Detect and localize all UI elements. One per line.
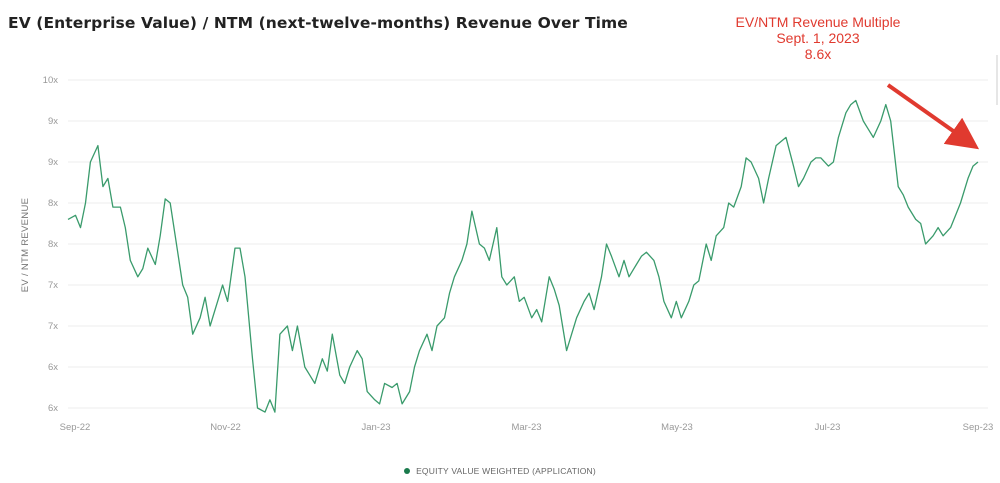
legend-label: EQUITY VALUE WEIGHTED (APPLICATION) bbox=[416, 466, 596, 476]
gridlines bbox=[68, 79, 988, 409]
y-axis-label: EV / NTM REVENUE bbox=[20, 198, 31, 293]
x-tick-label: Nov-22 bbox=[210, 422, 241, 433]
callout-line-3: 8.6x bbox=[804, 46, 832, 62]
y-tick-label: 6x bbox=[48, 362, 58, 373]
y-tick-label: 7x bbox=[48, 280, 58, 291]
callout-annotation: EV/NTM Revenue Multiple Sept. 1, 2023 8.… bbox=[700, 14, 936, 62]
x-tick-label: Jan-23 bbox=[361, 422, 390, 433]
x-tick-label: Mar-23 bbox=[511, 422, 541, 433]
y-tick-label: 7x bbox=[48, 321, 58, 332]
x-tick-label: May-23 bbox=[661, 422, 693, 433]
x-tick-label: Sep-23 bbox=[963, 422, 994, 433]
series-line bbox=[67, 99, 979, 413]
y-tick-label: 10x bbox=[43, 75, 59, 86]
chart-title: EV (Enterprise Value) / NTM (next-twelve… bbox=[8, 14, 628, 32]
y-axis-ticks: 10x 9x 9x 8x 8x 7x 7x 6x 6x bbox=[43, 75, 59, 414]
y-tick-label: 9x bbox=[48, 116, 58, 127]
callout-line-2: Sept. 1, 2023 bbox=[776, 30, 860, 46]
y-tick-label: 9x bbox=[48, 157, 58, 168]
legend: EQUITY VALUE WEIGHTED (APPLICATION) bbox=[0, 466, 1000, 476]
right-edge-line bbox=[996, 55, 998, 105]
callout-arrow bbox=[886, 83, 980, 150]
y-tick-label: 6x bbox=[48, 403, 58, 414]
y-tick-label: 8x bbox=[48, 198, 58, 209]
legend-marker bbox=[404, 467, 411, 474]
x-tick-label: Sep-22 bbox=[60, 422, 91, 433]
callout-line-1: EV/NTM Revenue Multiple bbox=[735, 14, 901, 30]
y-tick-label: 8x bbox=[48, 239, 58, 250]
x-tick-label: Jul-23 bbox=[815, 422, 841, 433]
x-axis-ticks: Sep-22 Nov-22 Jan-23 Mar-23 May-23 Jul-23 Sep-… bbox=[60, 422, 994, 433]
